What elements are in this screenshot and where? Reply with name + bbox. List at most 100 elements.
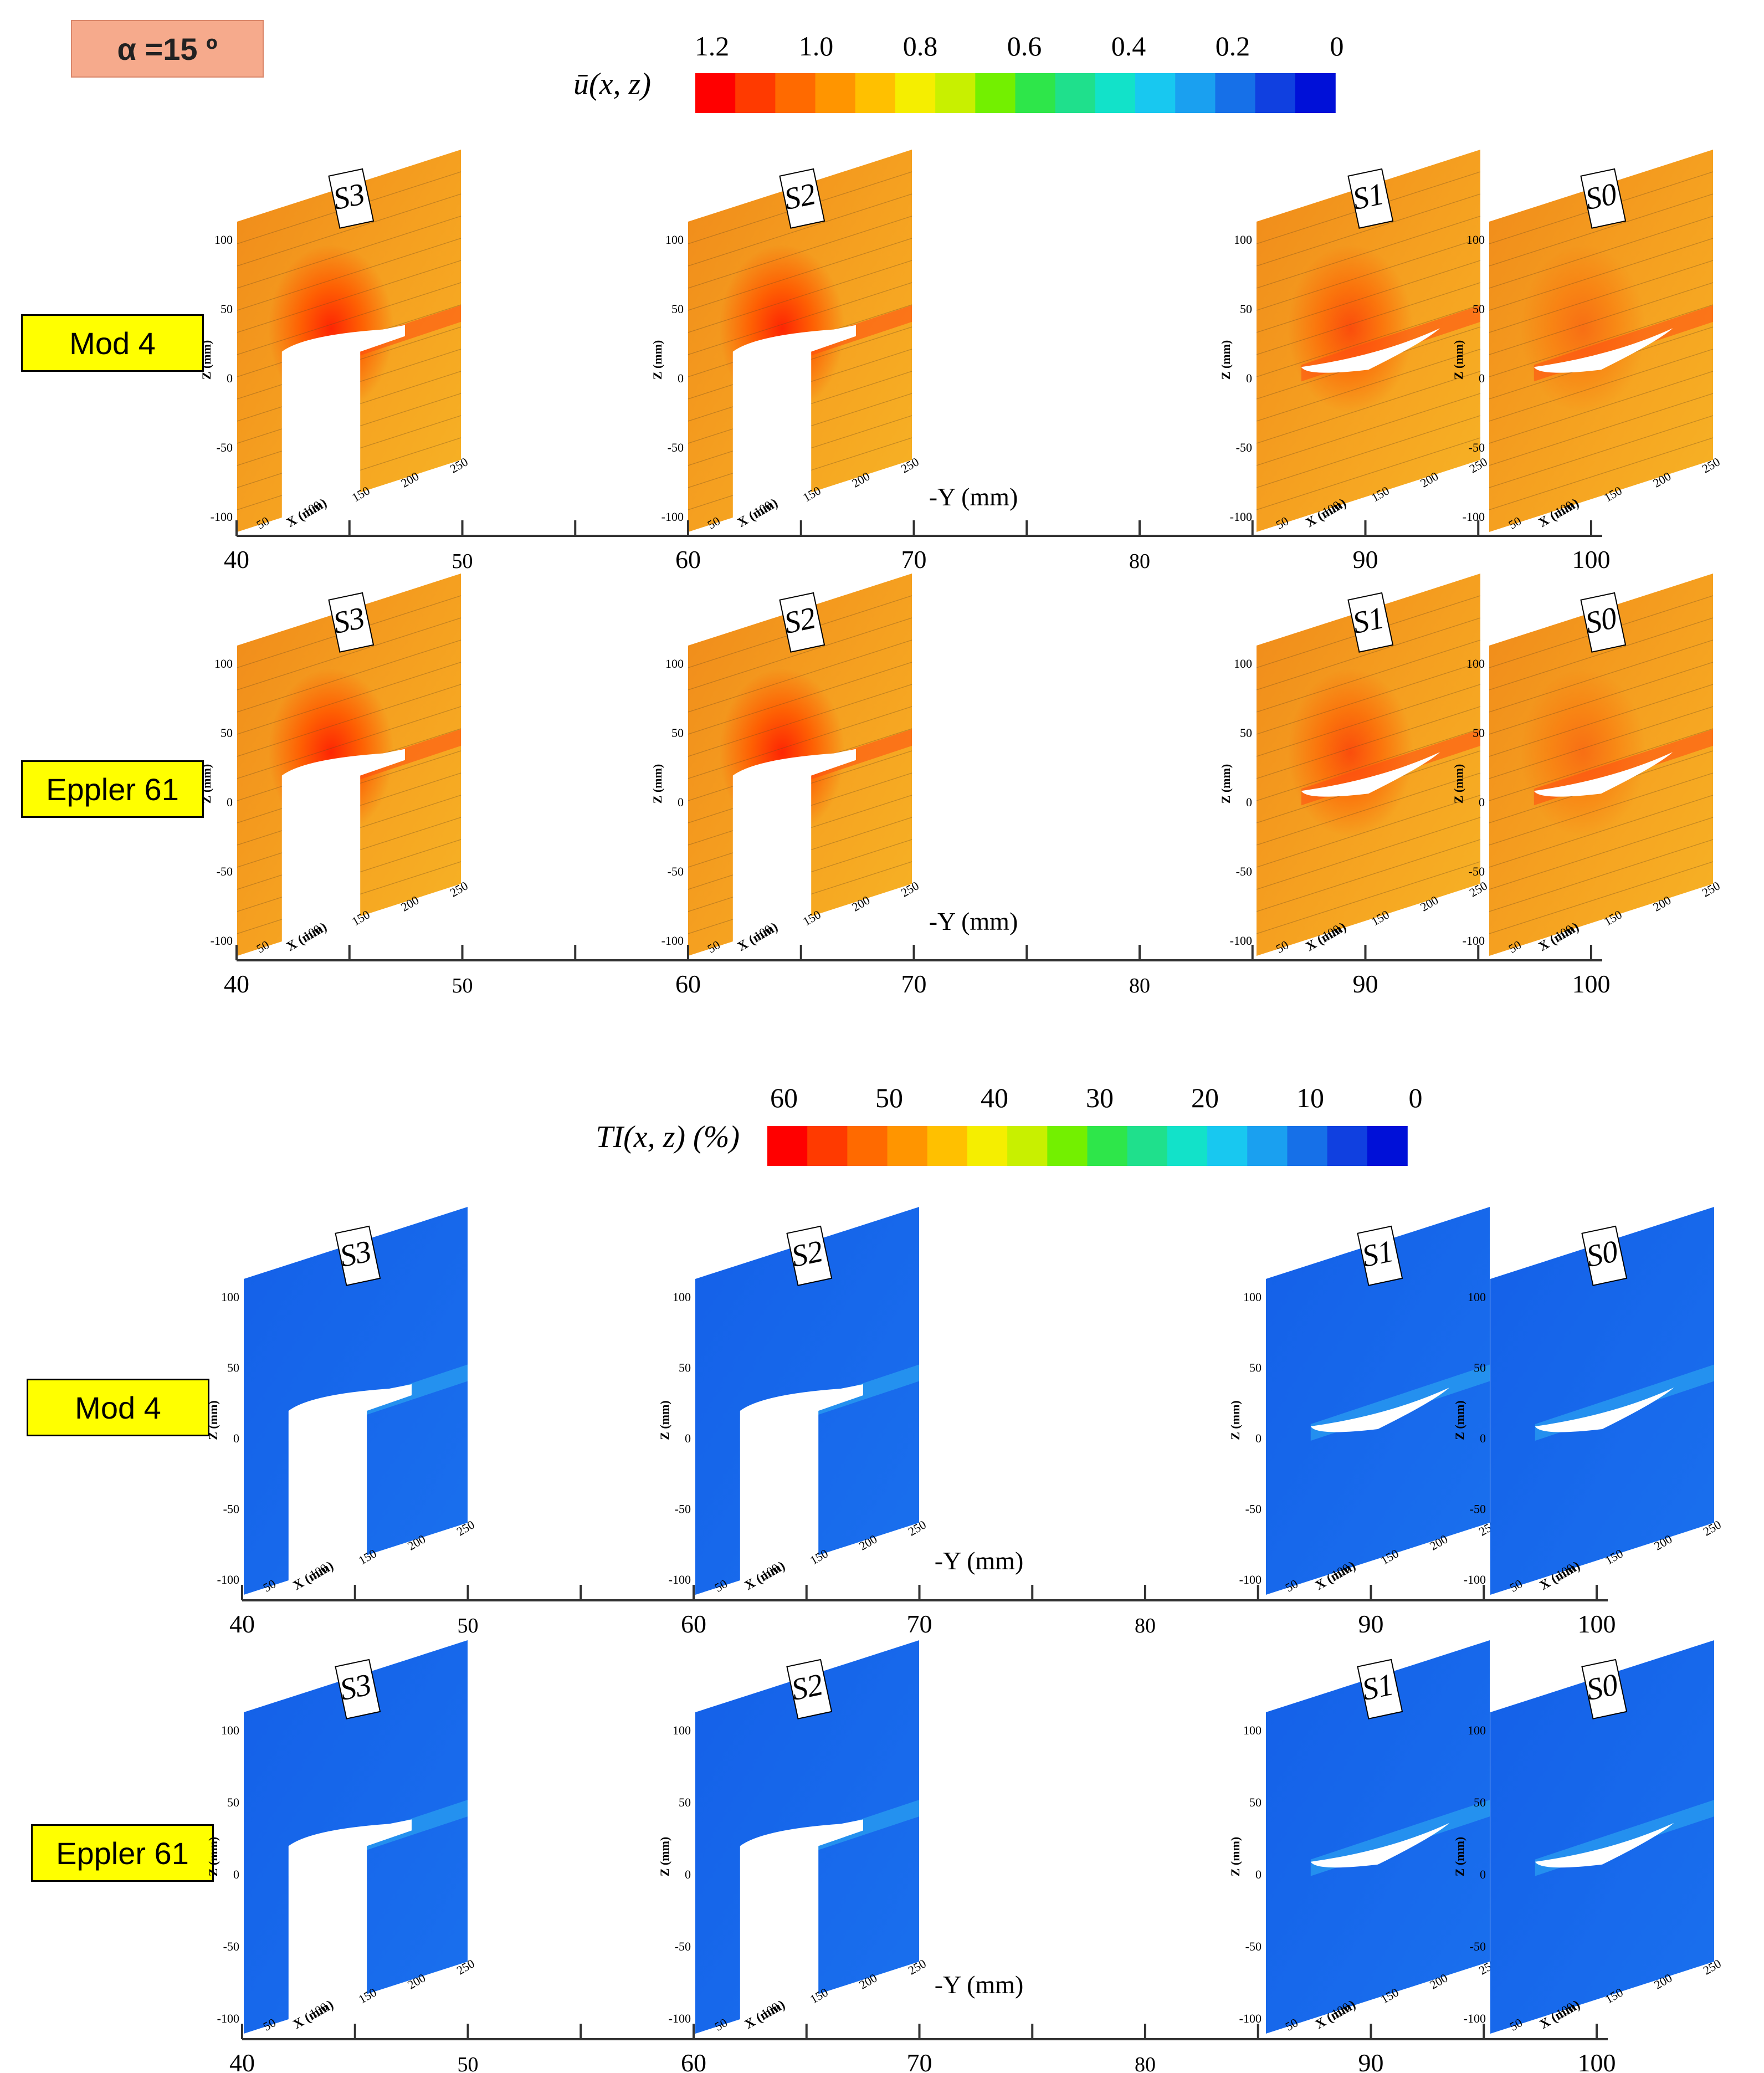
z-tick-label: 0 [1255,1431,1262,1445]
streamline [1489,728,1714,801]
colorbar-label: TI(x, z) (%) [596,1120,740,1154]
z-tick-label: -100 [1464,1573,1486,1586]
z-tick-label: 0 [1246,795,1252,809]
row-label-u-mod4: Mod 4 [21,314,204,372]
colorbar-swatch [695,73,736,113]
colorbar-tick-label: 50 [875,1082,903,1113]
plane-label-box [1357,1225,1403,1286]
y-axis-tick-label: 70 [907,1610,932,1638]
z-tick-label: -50 [675,1939,691,1953]
colorbar-swatch [1095,73,1136,113]
z-axis-title: Z (mm) [1452,340,1465,380]
streamline [1489,238,1714,311]
y-axis-tick-label: 60 [675,970,701,998]
streamline [1256,772,1481,846]
plane-label-box [328,592,375,653]
colorbar-swatch [1215,73,1256,113]
row-label-ti-mod4: Mod 4 [27,1379,209,1436]
z-tick-label: -100 [1464,2011,1486,2025]
z-axis-title: Z (mm) [206,1400,220,1440]
streamline [688,193,912,267]
z-tick-label: 100 [1243,1290,1262,1304]
z-tick-label: -100 [217,2011,239,2025]
z-axis-title: Z (mm) [1453,1400,1466,1440]
panel-field [1266,1640,1490,2034]
streamline [1256,684,1481,757]
y-axis-tick-label: 50 [458,1614,479,1637]
streamline [1489,839,1714,912]
streamline [1256,282,1481,355]
streamline [1489,861,1714,934]
z-tick-label: 100 [1466,657,1485,670]
z-tick-label: 50 [679,1795,691,1809]
colorbar-tick-label: 1.2 [695,30,730,62]
z-tick-label: 50 [1240,726,1252,740]
z-tick-label: 100 [1468,1290,1486,1304]
streamline [1489,437,1714,510]
z-tick-label: -100 [1230,934,1252,948]
streamline [237,193,461,267]
y-axis-tick-label: 70 [901,545,927,574]
streamline [1489,706,1714,779]
colorbar-swatch [895,73,936,113]
z-tick-label: 100 [1468,1723,1486,1737]
colorbar-swatch [1327,1126,1368,1166]
z-tick-label: 50 [221,726,233,740]
y-axis-tick-label: 80 [1135,1614,1156,1637]
streamline [688,662,912,735]
colorbar-swatch [847,1126,888,1166]
y-axis-tick-label: 100 [1578,2049,1616,2073]
streamline [1489,393,1714,466]
high-velocity-region [1288,244,1413,413]
colorbar-tick-label: 20 [1191,1082,1219,1113]
y-axis-tick-label: 60 [675,545,701,574]
streamline [1256,839,1481,912]
plane-label-box [335,1225,381,1286]
streamline [1489,795,1714,868]
streamline [1489,817,1714,890]
panel-field [1490,1640,1714,2034]
y-axis-title: -Y (mm) [935,1547,1024,1575]
colorbar-swatch [1087,1126,1128,1166]
z-tick-label: 50 [679,1361,691,1375]
z-tick-label: -100 [1230,510,1252,524]
z-tick-label: -100 [217,1573,239,1586]
colorbar-swatch [1127,1126,1168,1166]
high-velocity-region [1288,668,1413,837]
plane-label: S0 [1582,177,1620,217]
plane-label-box [779,168,825,229]
airfoil-mask [732,325,856,530]
plane-label: S2 [781,601,819,641]
colorbar-swatch [887,1126,928,1166]
airfoil-mask [1310,1823,1450,1868]
z-tick-label: 0 [1246,371,1252,385]
plane-label: S3 [337,1667,375,1707]
z-tick-label: 100 [665,657,684,670]
panel-field [1490,1207,1714,1595]
streamline [1256,795,1481,868]
z-tick-label: -100 [1239,1573,1262,1586]
streamline [1489,193,1714,267]
colorbar-label: ū(x, z) [573,67,651,101]
z-tick-label: 0 [1479,795,1485,809]
z-tick-label: -50 [1245,1939,1262,1953]
streamline [688,260,912,333]
plane-label-box [1581,1225,1628,1286]
streamline [237,238,461,311]
streamline [237,662,461,735]
colorbar-swatch [1047,1126,1088,1166]
streamline [237,282,461,355]
plane-label: S2 [788,1234,826,1274]
streamline [1256,371,1481,444]
plane-label: S1 [1359,1234,1397,1274]
z-tick-label: 50 [671,302,684,316]
colorbar-swatch [807,1126,848,1166]
colorbar-swatch [815,73,856,113]
airfoil-mask [740,1384,863,1593]
z-tick-label: 50 [1473,726,1485,740]
plane-label-box [1581,1659,1628,1719]
y-axis-tick-label: 40 [229,1610,255,1638]
streamline [1256,639,1481,713]
